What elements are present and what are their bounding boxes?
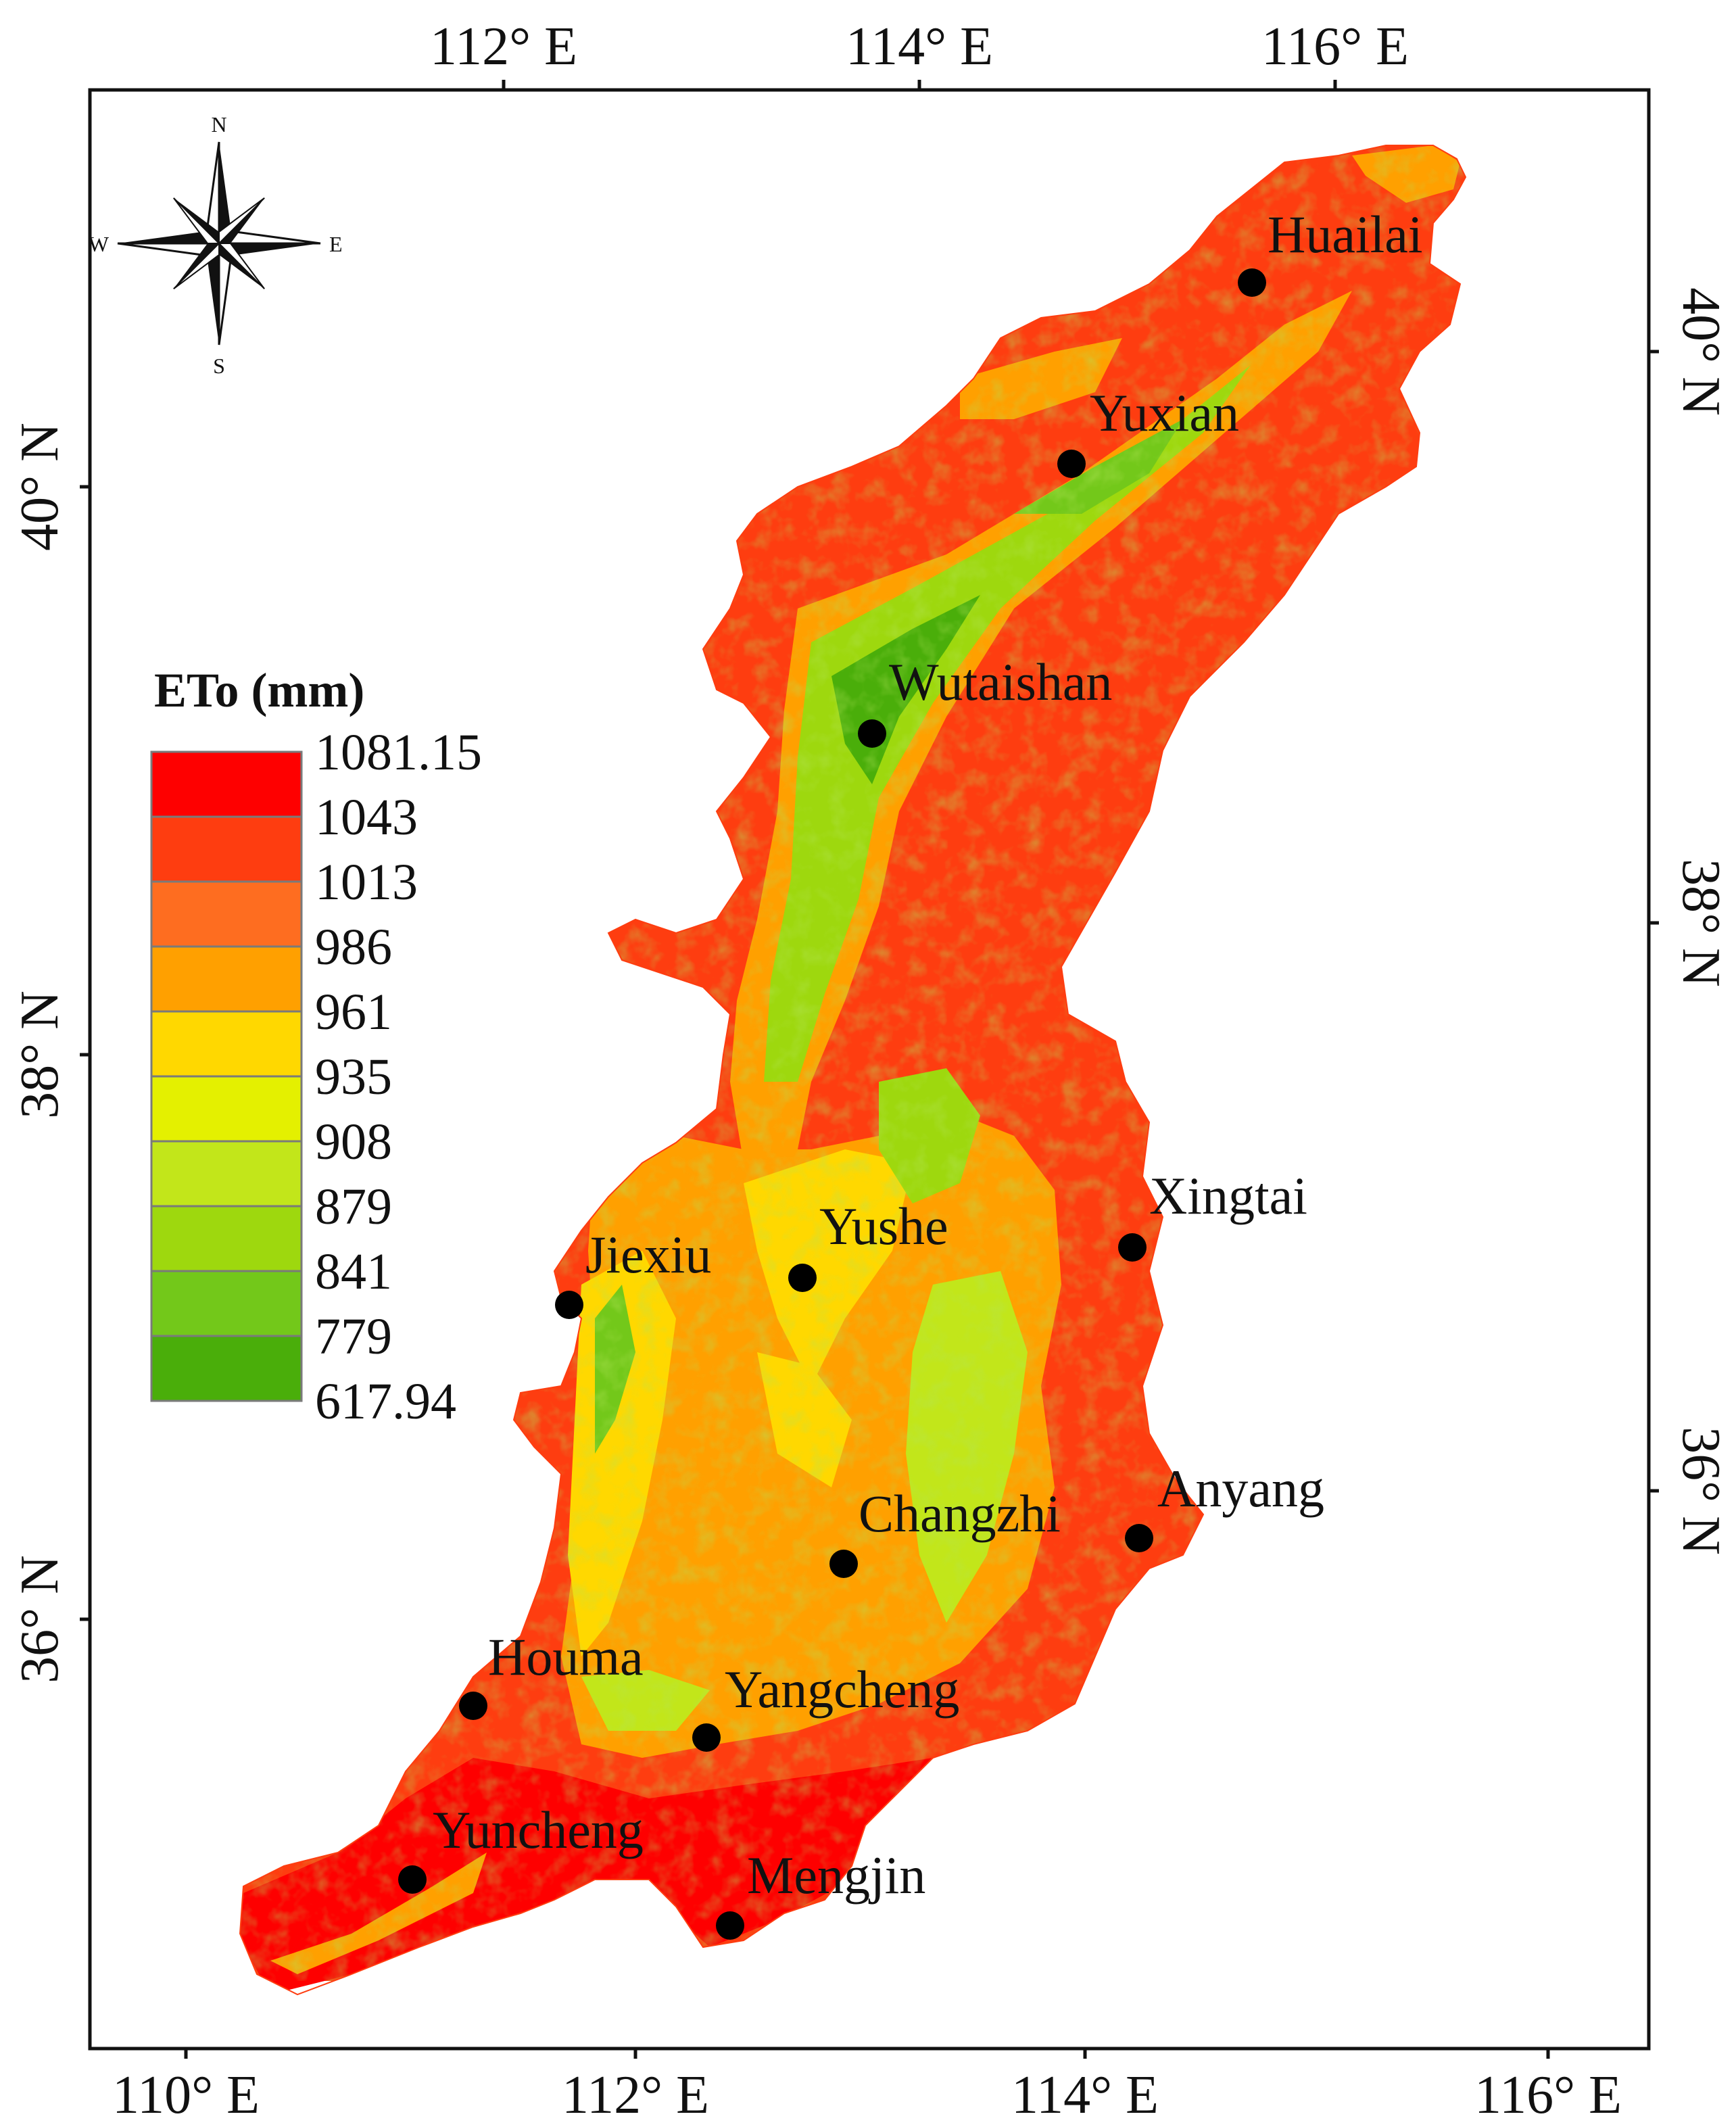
legend-label-2: 1013 [315,854,418,911]
top-lon-label-116: 116° E [1261,17,1409,76]
legend-swatch-6 [150,1140,303,1208]
station-marker-yushe [788,1264,817,1292]
station-label-anyang: Anyang [1157,1459,1324,1518]
bottom-lon-label-112: 112° E [562,2065,709,2125]
station-label-changzhi: Changzhi [859,1484,1061,1543]
station-label-jiexiu: Jiexiu [585,1225,711,1284]
legend-swatch-2 [150,880,303,948]
station-label-yushe: Yushe [819,1197,948,1256]
station-marker-huailai [1238,268,1266,297]
station-label-yangcheng: Yangcheng [725,1660,959,1719]
station-label-wutaishan: Wutaishan [889,652,1112,711]
station-marker-yuxian [1057,450,1086,478]
legend-label-1: 1043 [315,789,418,846]
compass-rose: N S E W [89,112,343,378]
station-marker-houma [459,1692,487,1720]
legend-label-8: 841 [315,1243,392,1300]
left-lat-label-40: 40° N [10,423,70,551]
bottom-lon-label-110: 110° E [112,2065,260,2125]
compass-east: E [329,232,343,256]
legend-swatch-4 [150,1010,303,1078]
left-lat-label-36: 36° N [10,1555,70,1683]
legend-label-3: 986 [315,919,392,976]
legend-label-7: 879 [315,1178,392,1235]
station-marker-mengjin [716,1911,744,1940]
graticule-ticks [80,80,1659,2059]
legend-label-4: 961 [315,984,392,1041]
station-marker-xingtai [1118,1233,1147,1262]
station-marker-yuncheng [398,1865,427,1894]
bottom-lon-label-116: 116° E [1474,2065,1622,2125]
legend-swatch-5 [150,1075,303,1143]
station-label-huailai: Huailai [1268,205,1423,264]
station-label-mengjin: Mengjin [747,1846,925,1905]
legend-label-0: 1081.15 [315,724,482,781]
station-marker-changzhi [829,1550,858,1578]
station-label-yuxian: Yuxian [1090,383,1239,442]
legend-swatch-8 [150,1270,303,1337]
station-marker-yangcheng [692,1723,721,1752]
compass-west: W [89,232,110,256]
top-lon-label-112: 112° E [430,17,577,76]
stations: Huailai Yuxian Wutaishan Xingtai Jiexiu … [398,205,1423,1940]
compass-north: N [211,112,226,137]
graticule-labels: 112° E 114° E 116° E 110° E 112° E 114° … [10,17,1731,2125]
station-marker-anyang [1125,1524,1153,1552]
legend-label-9: 779 [315,1308,392,1365]
legend-label-5: 935 [315,1049,392,1105]
legend-swatch-3 [150,945,303,1013]
bottom-lon-label-114: 114° E [1011,2065,1159,2125]
legend-swatch-7 [150,1205,303,1272]
station-label-xingtai: Xingtai [1149,1166,1307,1225]
right-lat-label-38: 38° N [1671,859,1731,987]
legend-label-10: 617.94 [315,1373,456,1430]
legend-swatch-1 [150,815,303,883]
compass-south: S [213,354,225,378]
legend: ETo (mm) 1081.15 1043 1013 986 961 935 908 879 8… [150,663,482,1430]
legend-title: ETo (mm) [154,663,364,717]
station-label-houma: Houma [488,1627,644,1686]
legend-label-6: 908 [315,1114,392,1170]
station-label-yuncheng: Yuncheng [433,1800,644,1859]
station-marker-wutaishan [858,719,886,748]
left-lat-label-38: 38° N [10,990,70,1119]
right-lat-label-36: 36° N [1671,1427,1731,1555]
station-marker-jiexiu [555,1291,583,1319]
top-lon-label-114: 114° E [846,17,993,76]
legend-swatch-0 [150,750,303,818]
right-lat-label-40: 40° N [1671,287,1731,416]
legend-swatch-9 [150,1335,303,1402]
